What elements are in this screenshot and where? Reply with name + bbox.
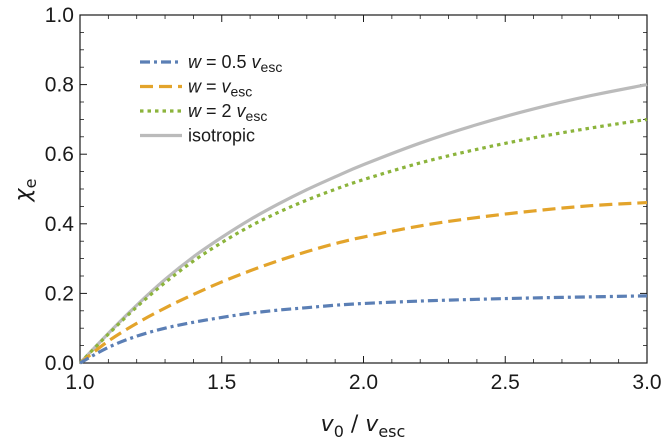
y-tick-label: 0.0 xyxy=(45,352,74,375)
legend-label-3: isotropic xyxy=(188,126,255,146)
tick-labels: 1.0 1.5 2.0 2.5 3.0 0.0 0.2 0.4 0.6 0.8 1.0 xyxy=(45,4,662,394)
x-tick-label: 1.5 xyxy=(207,371,236,394)
series-line-1 xyxy=(79,200,648,365)
x-tick-label: 3.0 xyxy=(632,371,661,394)
ticks xyxy=(79,14,648,364)
legend-label-0: w = 0.5 vesc xyxy=(188,52,282,75)
legend-label-2: w = 2 vesc xyxy=(188,101,267,124)
x-axis-label: v0 / vesc xyxy=(321,412,406,439)
series-line-2 xyxy=(78,117,648,365)
y-tick-label: 0.6 xyxy=(45,143,74,166)
plot-frame xyxy=(79,14,648,364)
y-tick-label: 1.0 xyxy=(45,4,74,27)
legend-label-1: w = vesc xyxy=(188,77,252,100)
series-line-3 xyxy=(78,83,648,365)
x-tick-label: 1.0 xyxy=(65,371,94,394)
y-tick-label: 0.4 xyxy=(45,213,75,236)
y-axis-label: χe xyxy=(11,179,40,203)
x-tick-label: 2.0 xyxy=(349,371,378,394)
x-tick-label: 2.5 xyxy=(491,371,520,394)
series-line-0 xyxy=(79,294,648,365)
series-lines xyxy=(78,83,648,365)
y-tick-label: 0.2 xyxy=(45,282,74,305)
y-tick-label: 0.8 xyxy=(45,74,74,97)
